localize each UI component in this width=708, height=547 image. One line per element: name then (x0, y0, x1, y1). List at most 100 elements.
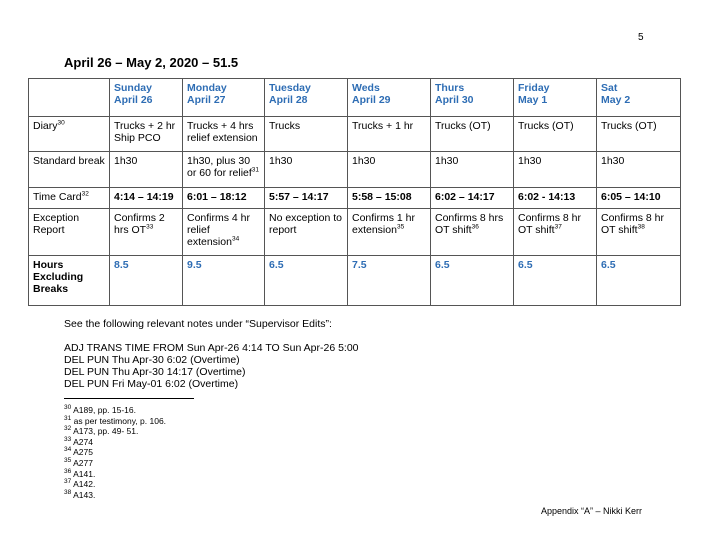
edit-line: ADJ TRANS TIME FROM Sun Apr-26 4:14 TO S… (64, 342, 359, 354)
table-cell: 1h30, plus 30 or 60 for relief31 (182, 151, 265, 188)
table-row: Hours Excluding Breaks 8.5 9.5 6.5 7.5 6.5 6.5… (28, 255, 681, 306)
cell-text: 5:58 – 15:08 (352, 191, 412, 203)
row-label-text: Hours Excluding Breaks (33, 259, 84, 295)
row-label: Exception Report (28, 208, 110, 256)
table-cell: 8.5 (109, 255, 183, 306)
table-cell: Trucks (OT) (430, 116, 514, 152)
footnote-ref: 30 (57, 119, 65, 127)
footnote: 35 A277 (64, 457, 166, 469)
header-cell: Sat May 2 (596, 78, 681, 117)
row-label-text: Exception Report (33, 212, 80, 236)
footnote-ref: 33 (146, 223, 154, 231)
row-label-text: Diary (33, 120, 58, 132)
table-cell: 6.5 (513, 255, 597, 306)
table-cell: Trucks (OT) (596, 116, 681, 152)
footnote-number: 32 (64, 425, 72, 433)
header-cell: Weds April 29 (347, 78, 431, 117)
cell-text: 1h30 (518, 155, 542, 167)
footnote-divider (64, 398, 194, 399)
cell-text: 6.5 (269, 259, 284, 271)
footnote: 32 A173, pp. 49- 51. (64, 426, 166, 437)
table-cell: 6:05 – 14:10 (596, 187, 681, 209)
footnote-number: 34 (64, 446, 72, 454)
table-cell: Trucks (OT) (513, 116, 597, 152)
cell-text: 6:01 – 18:12 (187, 191, 247, 203)
table-cell: 1h30 (596, 151, 681, 188)
cell-text: Confirms 1 hr extension (352, 212, 416, 236)
footnote: 37 A142. (64, 479, 166, 490)
table-cell: Confirms 4 hr relief extension34 (182, 208, 265, 256)
header-day: Tuesday (269, 82, 311, 94)
table-cell: 1h30 (513, 151, 597, 188)
table-cell: 6.5 (430, 255, 514, 306)
footnote-text: A141. (71, 468, 96, 479)
table-cell: 4:14 – 14:19 (109, 187, 183, 209)
table-row: Exception Report Confirms 2 hrs OT33 Confi… (28, 208, 681, 256)
table-cell: 9.5 (182, 255, 265, 306)
row-label: Hours Excluding Breaks (28, 255, 110, 306)
header-date: May 1 (518, 94, 548, 106)
footnote-ref: 36 (471, 223, 479, 231)
footnote-number: 38 (64, 488, 72, 496)
footnote-ref: 32 (81, 190, 89, 198)
cell-text: Confirms 8 hr OT shift (518, 212, 582, 236)
page-footer: Appendix “A” – Nikki Kerr (541, 506, 643, 516)
footnote-ref: 35 (396, 223, 405, 231)
cell-text: 1h30 (114, 155, 138, 167)
footnote-ref: 31 (251, 166, 260, 174)
table-cell: 7.5 (347, 255, 431, 306)
table-cell: 6.5 (596, 255, 681, 306)
header-cell: Sunday April 26 (109, 78, 183, 117)
cell-text: 6.5 (518, 259, 533, 271)
table-cell: 1h30 (109, 151, 183, 188)
table-row: Time Card32 4:14 – 14:19 6:01 – 18:12 5:57 … (28, 187, 681, 209)
footnote-ref: 38 (637, 223, 645, 231)
table-cell: 6:01 – 18:12 (182, 187, 265, 209)
header-date: April 29 (352, 94, 391, 106)
cell-text: 1h30 (601, 155, 625, 167)
cell-text: 8.5 (114, 259, 129, 271)
edit-line: DEL PUN Thu Apr-30 6:02 (Overtime) (64, 354, 240, 366)
header-day: Monday (187, 82, 227, 94)
table-cell: Trucks (264, 116, 348, 152)
table-cell: Confirms 8 hr OT shift38 (596, 208, 681, 256)
footnote: 36 A141. (64, 468, 166, 480)
footnote-number: 37 (64, 478, 72, 486)
edit-line: DEL PUN Fri May-01 6:02 (Overtime) (64, 378, 239, 390)
header-cell: Monday April 27 (182, 78, 265, 117)
header-cell: Tuesday April 28 (264, 78, 348, 117)
cell-text: No exception to report (269, 212, 342, 236)
table-cell: 6.5 (264, 255, 348, 306)
table-row: Diary30 Trucks + 2 hr Ship PCO Trucks + 4 … (28, 116, 681, 152)
footnote-text: A189, pp. 15-16. (71, 405, 136, 415)
footnote: 38 A143. (64, 488, 166, 501)
header-cell: Friday May 1 (513, 78, 597, 117)
header-day: Sat (601, 82, 618, 94)
header-day: Sunday (114, 82, 152, 94)
footnote-ref: 37 (554, 223, 562, 231)
row-label-text: Standard break (33, 155, 105, 167)
schedule-table: Sunday April 26 Monday April 27 Tuesday April… (28, 78, 681, 306)
row-label: Standard break (28, 151, 110, 188)
footnote: 31 as per testimony, p. 106. (64, 415, 166, 427)
cell-text: 9.5 (187, 259, 202, 271)
cell-text: 1h30 (352, 155, 376, 167)
header-date: April 30 (435, 94, 474, 106)
cell-text: 6:05 – 14:10 (601, 191, 661, 203)
table-cell: Trucks + 1 hr (347, 116, 431, 152)
table-cell: 1h30 (264, 151, 348, 188)
cell-text: 6.5 (435, 259, 450, 271)
footnote-text: A173, pp. 49- 51. (71, 426, 139, 437)
footnote-text: A274 (71, 436, 93, 447)
notes-intro: See the following relevant notes under “… (64, 318, 332, 330)
cell-text: Trucks (OT) (518, 120, 574, 132)
page-number: 5 (638, 32, 644, 43)
cell-text: Confirms 8 hrs OT shift (435, 212, 504, 236)
cell-text: Trucks (OT) (601, 120, 657, 132)
cell-text: 6:02 – 14:17 (435, 191, 495, 203)
footnote-number: 35 (64, 457, 72, 465)
header-date: April 26 (114, 94, 153, 106)
header-date: May 2 (601, 94, 631, 106)
footnote-number: 33 (64, 435, 72, 443)
cell-text: Confirms 8 hr OT shift (601, 212, 665, 236)
